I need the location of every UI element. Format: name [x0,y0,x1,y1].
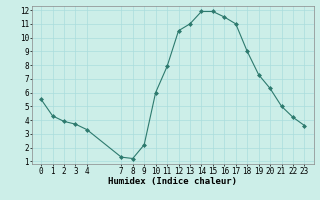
X-axis label: Humidex (Indice chaleur): Humidex (Indice chaleur) [108,177,237,186]
